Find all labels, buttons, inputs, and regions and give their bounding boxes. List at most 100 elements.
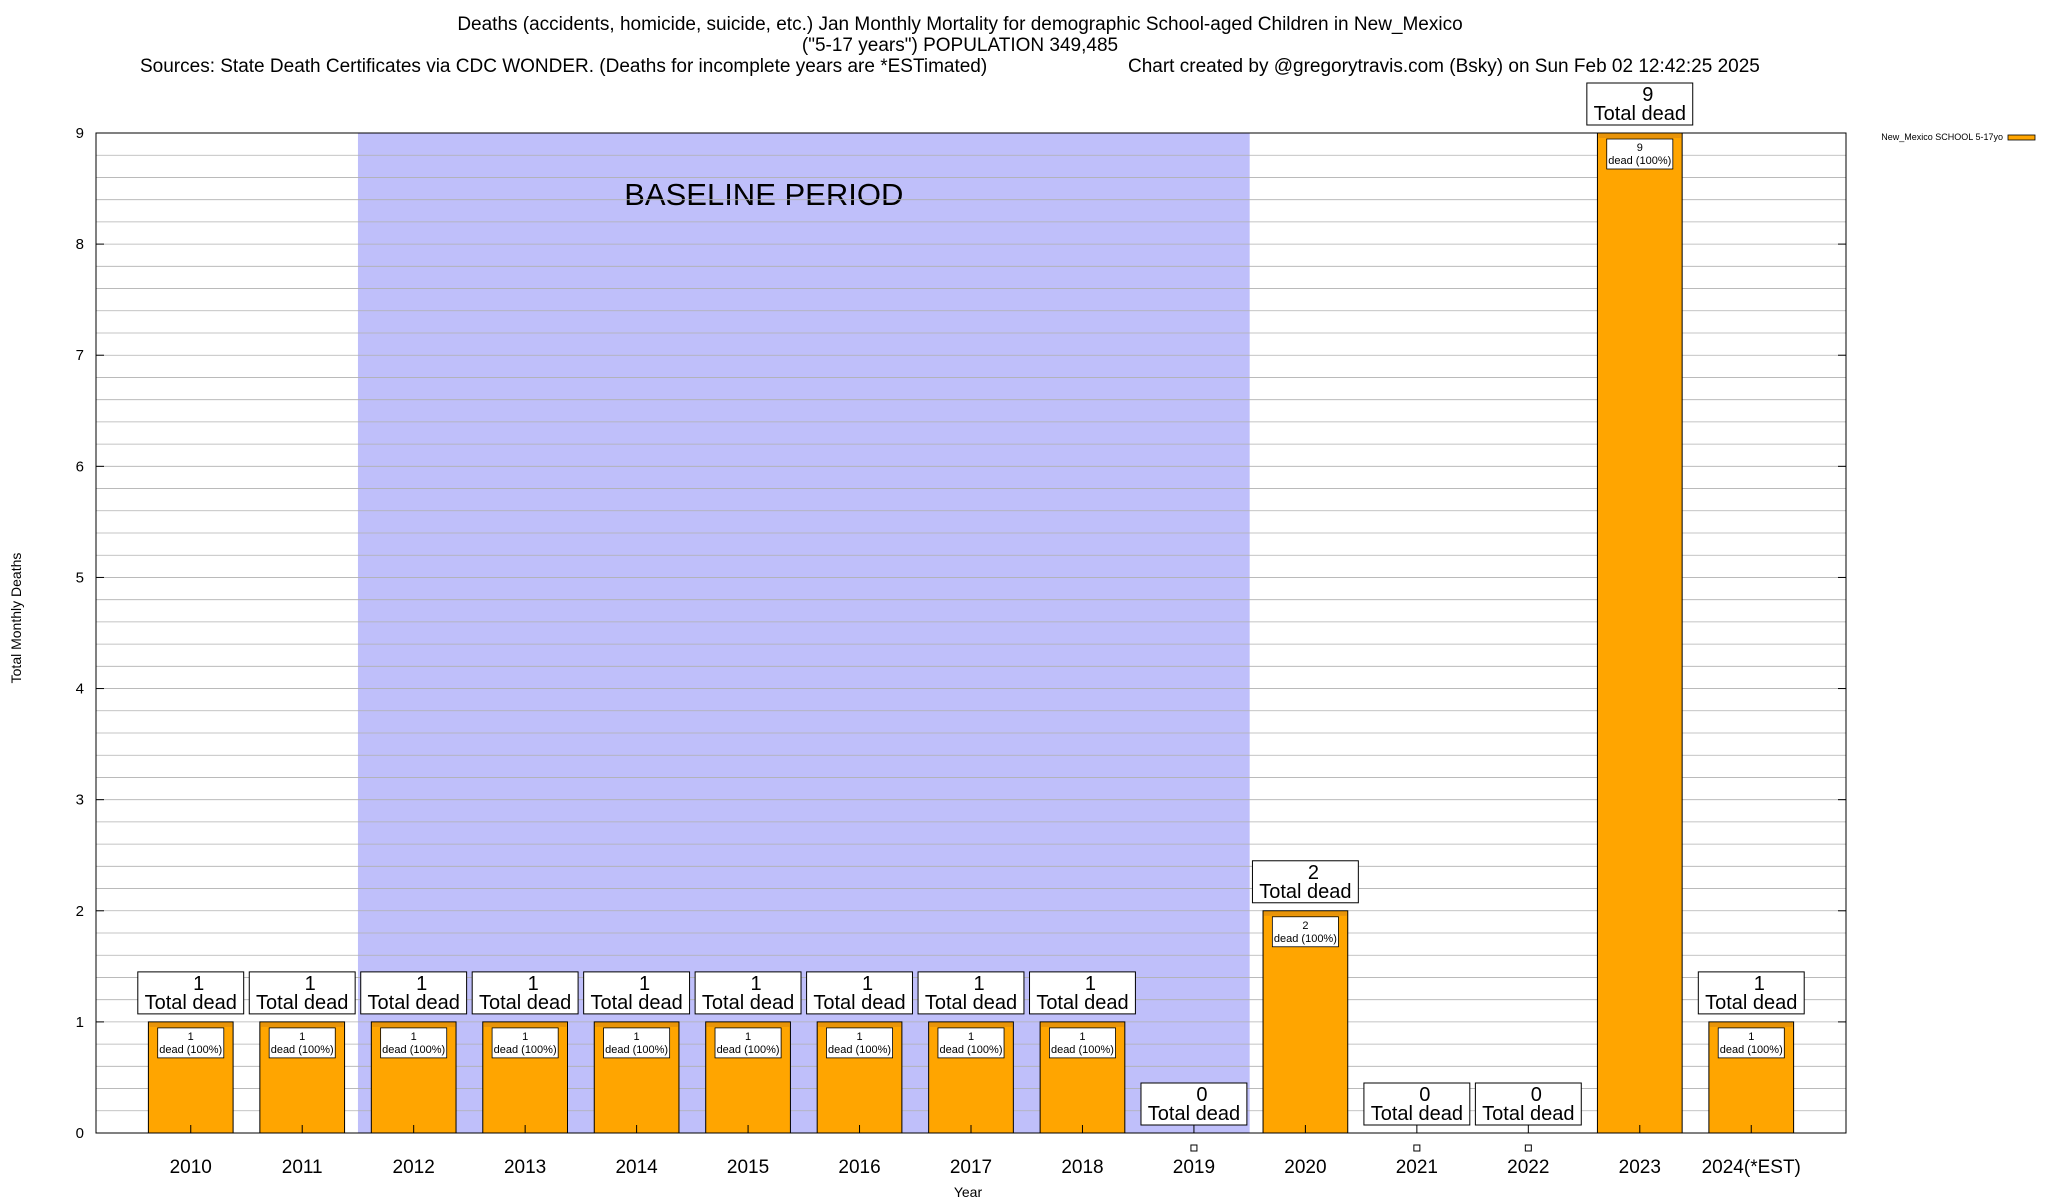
total-label-box xyxy=(137,971,245,1015)
total-count-label: 2 xyxy=(1308,862,1319,884)
total-label-box xyxy=(1586,82,1694,126)
total-label-box xyxy=(1363,1082,1471,1126)
total-suffix-label: Total dead xyxy=(1259,881,1351,903)
bar-inner-label-box xyxy=(826,1027,893,1059)
y-tick-label: 5 xyxy=(76,569,84,586)
x-tick-label: 2013 xyxy=(504,1157,546,1178)
bar-cap xyxy=(1598,134,1682,138)
legend-entry-label: New_Mexico SCHOOL 5-17yo xyxy=(1881,132,2003,142)
chart-subtitle: ("5-17 years") POPULATION 349,485 xyxy=(802,35,1118,56)
bar-inner-label-box xyxy=(1606,138,1674,170)
bar-inner-suffix: dead (100%) xyxy=(494,1044,557,1056)
total-label-box xyxy=(1140,1082,1248,1126)
bar-inner-suffix: dead (100%) xyxy=(828,1044,891,1056)
bar-cap xyxy=(372,1022,456,1027)
bar-cap xyxy=(595,1022,678,1027)
bar-inner-suffix: dead (100%) xyxy=(605,1044,668,1056)
bar-cap xyxy=(260,1022,344,1027)
bar-inner-count: 1 xyxy=(1079,1031,1085,1043)
x-tick-label: 2020 xyxy=(1284,1157,1326,1178)
total-suffix-label: Total dead xyxy=(256,992,348,1014)
y-tick-label: 1 xyxy=(76,1014,84,1031)
bar-inner-count: 2 xyxy=(1302,920,1308,932)
bar-inner-count: 1 xyxy=(745,1031,751,1043)
bar-cap xyxy=(149,1022,233,1027)
x-tick-label: 2014 xyxy=(615,1157,658,1178)
total-count-label: 1 xyxy=(862,973,873,995)
total-suffix-label: Total dead xyxy=(1148,1103,1240,1125)
legend: New_Mexico SCHOOL 5-17yo xyxy=(1881,132,2036,142)
shaded-region-layer: BASELINE PERIOD xyxy=(357,133,1250,1133)
bar-cap xyxy=(1264,911,1347,916)
plot-frame xyxy=(95,132,1847,1134)
total-label-box xyxy=(360,971,468,1015)
total-count-label: 1 xyxy=(1085,973,1096,995)
baseline-shaded-region xyxy=(357,133,1250,1133)
y-tick-label: 3 xyxy=(76,792,84,809)
bar-inner-count: 1 xyxy=(968,1031,974,1043)
bar-inner-count: 1 xyxy=(522,1031,528,1043)
bar-inner-count: 1 xyxy=(1748,1031,1754,1043)
x-tick-label: 2024(*EST) xyxy=(1702,1157,1801,1178)
total-suffix-label: Total dead xyxy=(1482,1103,1574,1125)
total-suffix-label: Total dead xyxy=(1594,103,1686,125)
x-tick-label: 2019 xyxy=(1173,1157,1215,1178)
total-label-box xyxy=(694,971,802,1015)
bar-inner-label-box xyxy=(937,1027,1005,1059)
bar-cap xyxy=(1709,1022,1793,1027)
y-axis-label: Total Monthly Deaths xyxy=(8,553,24,684)
bar-inner-suffix: dead (100%) xyxy=(717,1044,780,1056)
x-tick-label: 2010 xyxy=(170,1157,212,1178)
bar-inner-label-box xyxy=(491,1027,559,1059)
total-count-label: 1 xyxy=(973,973,984,995)
chart-title: Deaths (accidents, homicide, suicide, et… xyxy=(457,14,1462,35)
bar-inner-count: 1 xyxy=(411,1031,417,1043)
bar-inner-count: 9 xyxy=(1637,142,1643,154)
legend-swatch xyxy=(2007,134,2036,141)
bar-inner-label-box xyxy=(1271,916,1339,948)
total-count-label: 9 xyxy=(1642,84,1653,106)
bar-cap xyxy=(929,1022,1013,1027)
bar xyxy=(1596,132,1683,1134)
total-count-label: 1 xyxy=(193,973,204,995)
total-suffix-label: Total dead xyxy=(925,992,1017,1014)
x-tick-label: 2017 xyxy=(950,1157,992,1178)
y-tick-label: 8 xyxy=(76,236,84,253)
x-tick-label: 2015 xyxy=(727,1157,769,1178)
total-suffix-label: Total dead xyxy=(1036,992,1128,1014)
y-tick-label: 0 xyxy=(76,1125,84,1142)
bar-inner-label-box xyxy=(714,1027,782,1059)
total-count-label: 1 xyxy=(416,973,427,995)
total-suffix-label: Total dead xyxy=(702,992,794,1014)
x-axis-label: Year xyxy=(954,1184,983,1200)
zero-marker xyxy=(1524,1144,1532,1152)
x-tick-label: 2011 xyxy=(282,1157,323,1178)
y-tick-label: 7 xyxy=(76,347,84,364)
total-suffix-label: Total dead xyxy=(590,992,682,1014)
bar-inner-count: 1 xyxy=(188,1031,194,1043)
bar-inner-label-box xyxy=(1049,1027,1116,1059)
total-label-box xyxy=(1697,971,1805,1015)
total-count-label: 1 xyxy=(639,973,650,995)
total-label-box xyxy=(583,971,691,1015)
bar-cap xyxy=(706,1022,790,1027)
x-tick-label: 2022 xyxy=(1507,1157,1549,1178)
bar-inner-label-box xyxy=(157,1027,225,1059)
total-count-label: 1 xyxy=(751,973,762,995)
bar-inner-suffix: dead (100%) xyxy=(382,1044,445,1056)
total-count-label: 0 xyxy=(1419,1084,1430,1106)
bar-inner-count: 1 xyxy=(856,1031,862,1043)
bar-inner-label-box xyxy=(268,1027,336,1059)
zero-marker xyxy=(1413,1144,1421,1152)
bar-inner-label-box xyxy=(1717,1027,1785,1059)
total-suffix-label: Total dead xyxy=(1371,1103,1463,1125)
bar-inner-suffix: dead (100%) xyxy=(159,1044,222,1056)
bar-inner-count: 1 xyxy=(299,1031,305,1043)
bar-inner-suffix: dead (100%) xyxy=(1608,155,1671,167)
bar-cap xyxy=(483,1022,567,1027)
bar-inner-suffix: dead (100%) xyxy=(271,1044,334,1056)
zero-marker xyxy=(1190,1144,1198,1152)
total-count-label: 1 xyxy=(528,973,539,995)
bar xyxy=(1262,910,1349,1134)
